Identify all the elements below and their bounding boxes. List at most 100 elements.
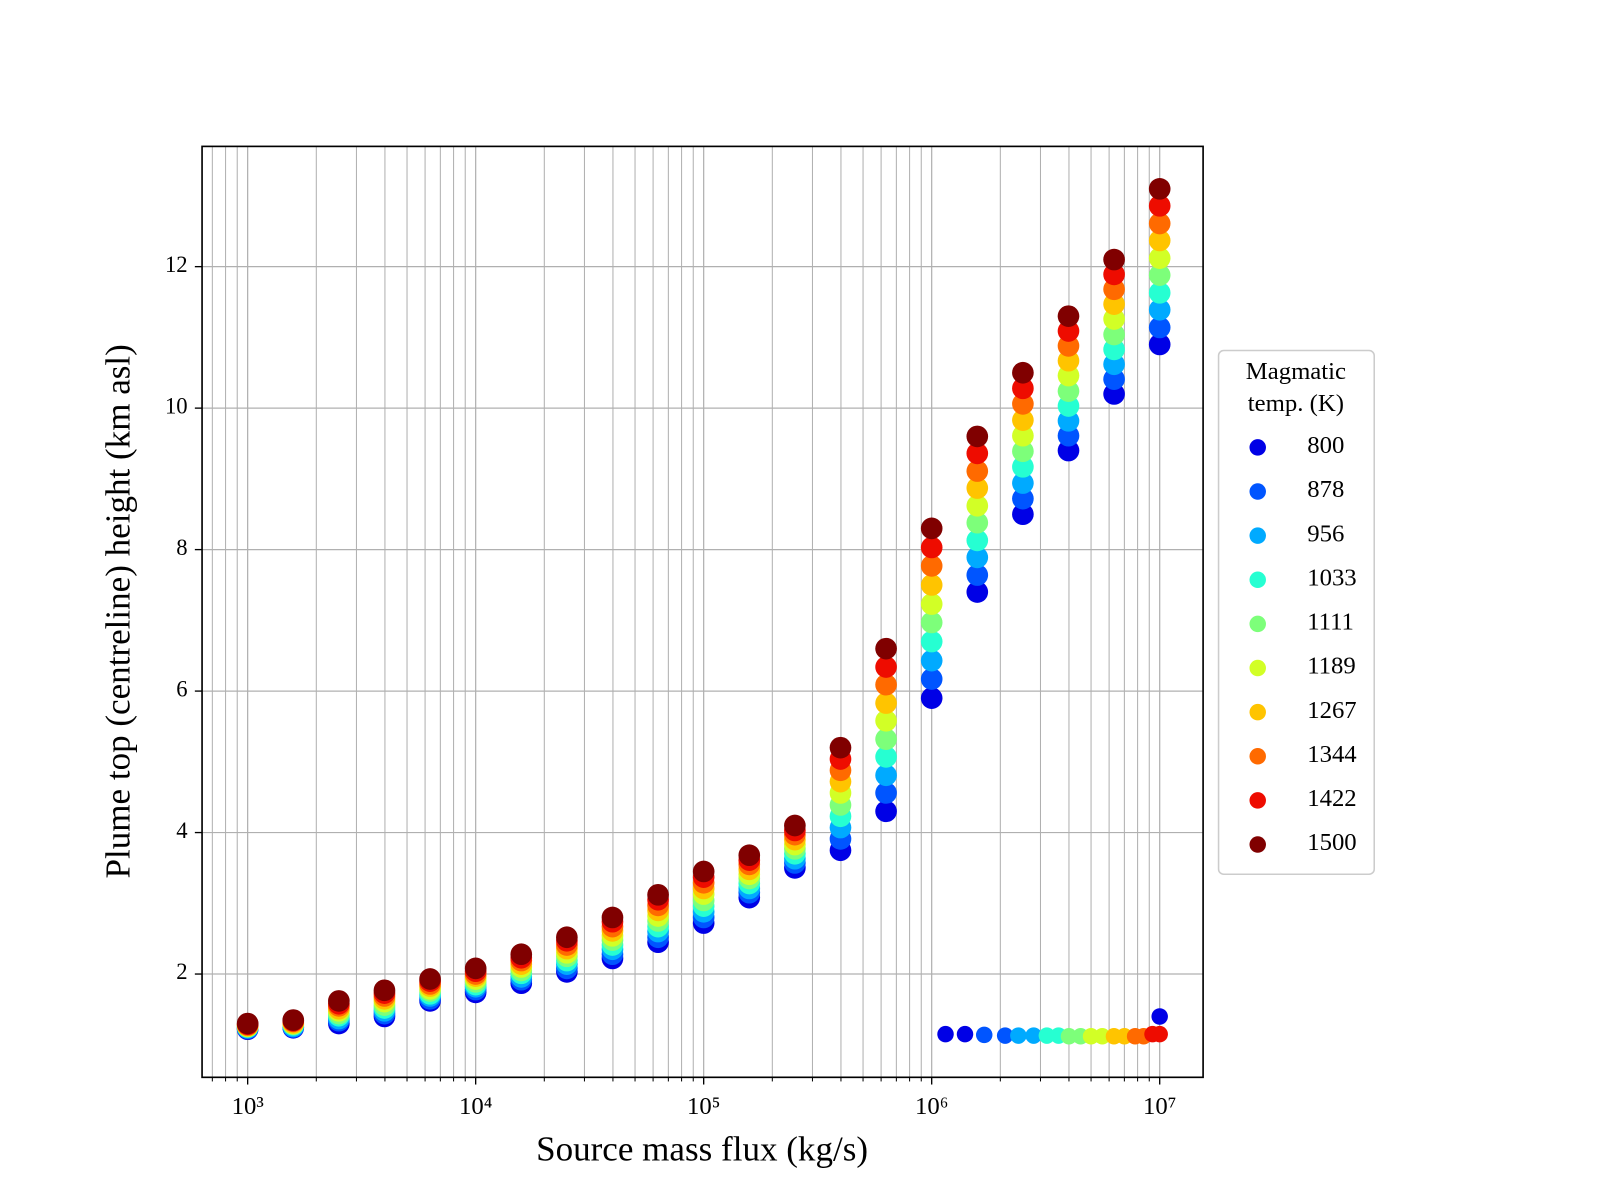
scatter-point xyxy=(373,979,396,1002)
legend-title: temp. (K) xyxy=(1248,390,1344,417)
scatter-point xyxy=(1148,178,1171,200)
scatter-point xyxy=(464,957,487,980)
legend-marker xyxy=(1249,836,1266,853)
scatter-point xyxy=(1038,1027,1056,1044)
scatter-point xyxy=(1057,320,1080,342)
legend-label: 1189 xyxy=(1307,653,1356,680)
scatter-point xyxy=(1148,212,1171,235)
scatter-point xyxy=(1151,1008,1168,1025)
legend-marker xyxy=(1249,439,1266,456)
scatter-point xyxy=(875,709,897,732)
scatter-point xyxy=(1103,248,1125,271)
scatter-point xyxy=(1057,410,1080,432)
legend-marker xyxy=(1249,527,1266,544)
scatter-point xyxy=(920,668,943,690)
scatter-point xyxy=(738,844,761,867)
scatter-point xyxy=(1057,335,1080,357)
scatter-point xyxy=(920,593,943,615)
scatter-point xyxy=(875,656,897,678)
legend-frame xyxy=(1217,349,1375,875)
scatter-point xyxy=(1148,333,1171,356)
scatter-point xyxy=(647,883,669,906)
legend-label: 956 xyxy=(1307,520,1344,547)
x-tick-label: 10⁴ xyxy=(459,1093,492,1120)
scatter-point xyxy=(937,1025,954,1043)
legend-label: 1111 xyxy=(1307,609,1354,636)
scatter-point xyxy=(1103,323,1125,346)
scatter-point xyxy=(1057,424,1080,447)
scatter-point xyxy=(1012,377,1034,400)
scatter-point xyxy=(1103,353,1125,376)
axes: 2 4 6 8 10 12 10³ 10⁴ 10⁵ 10⁶ 10⁷ xyxy=(165,252,1176,1120)
legend: Magmatic temp. (K) 800 878 956 1033 1111 1189… xyxy=(1217,349,1375,875)
scatter-point xyxy=(1148,281,1171,304)
scatter-point xyxy=(1025,1027,1042,1044)
scatter-point xyxy=(601,906,624,929)
legend-title: Magmatic xyxy=(1246,358,1346,385)
scatter-point xyxy=(1103,383,1125,405)
y-tick-label: 12 xyxy=(165,252,188,277)
scatter-point xyxy=(920,555,943,577)
x-tick-label: 10³ xyxy=(232,1093,264,1120)
scatter-point xyxy=(966,529,989,552)
legend-label: 1033 xyxy=(1307,564,1356,591)
plot-frame xyxy=(201,145,1204,1079)
scatter-point xyxy=(1012,456,1034,478)
scatter-point xyxy=(1103,338,1125,361)
legend-label: 1267 xyxy=(1307,697,1356,724)
legend-marker xyxy=(1249,703,1266,721)
scatter-point xyxy=(1012,393,1034,415)
scatter-point xyxy=(875,673,897,696)
scatter-point xyxy=(875,782,897,804)
scatter-point xyxy=(328,990,350,1012)
scatter-point xyxy=(510,943,533,966)
scatter-point xyxy=(966,494,989,517)
scatter-point xyxy=(966,564,989,586)
scatter-point xyxy=(966,511,989,534)
scatter-point xyxy=(1057,305,1080,327)
scatter-point xyxy=(1148,247,1171,269)
legend-label: 1500 xyxy=(1307,829,1356,856)
scatter-point xyxy=(236,1012,259,1035)
scatter-point xyxy=(875,637,897,660)
scatter-point xyxy=(996,1027,1014,1044)
scatter-point xyxy=(1103,263,1125,286)
scatter-point xyxy=(966,460,989,482)
scatter-point xyxy=(920,574,943,596)
scatter-point xyxy=(966,581,989,603)
x-tick-label: 10⁷ xyxy=(1143,1093,1176,1120)
scatter-point xyxy=(1012,472,1034,494)
scatter-point xyxy=(920,649,943,672)
scatter-point xyxy=(1057,395,1080,417)
scatter-point xyxy=(692,860,715,883)
scatter-point xyxy=(1060,1028,1078,1045)
scatter-point xyxy=(1012,409,1034,431)
scatter-point xyxy=(1012,487,1034,510)
scatter-point xyxy=(1010,1027,1027,1044)
scatter-point xyxy=(1148,229,1171,252)
y-axis-label: Plume top (centreline) height (km asl) xyxy=(99,344,138,878)
x-axis-label: Source mass flux (kg/s) xyxy=(536,1130,868,1169)
scatter-point xyxy=(875,692,897,714)
scatter-point xyxy=(419,968,441,990)
scatter-point xyxy=(920,611,943,634)
legend-label: 1344 xyxy=(1307,741,1356,768)
scatter-point xyxy=(1151,1025,1168,1043)
scatter-point xyxy=(875,800,897,823)
legend-marker xyxy=(1249,571,1266,589)
scatter-point xyxy=(920,517,943,540)
scatter-point xyxy=(966,477,989,499)
scatter-point xyxy=(1057,439,1080,462)
scatter-point xyxy=(875,764,897,787)
scatter-point xyxy=(1057,380,1080,402)
scatter-point xyxy=(966,442,989,465)
legend-marker xyxy=(1249,659,1266,677)
scatter-point xyxy=(1148,264,1171,286)
legend-marker xyxy=(1249,748,1266,765)
scatter-point xyxy=(975,1026,993,1044)
scatter-point xyxy=(784,814,806,837)
legend-marker xyxy=(1249,483,1266,500)
scatter-point xyxy=(1148,298,1171,321)
